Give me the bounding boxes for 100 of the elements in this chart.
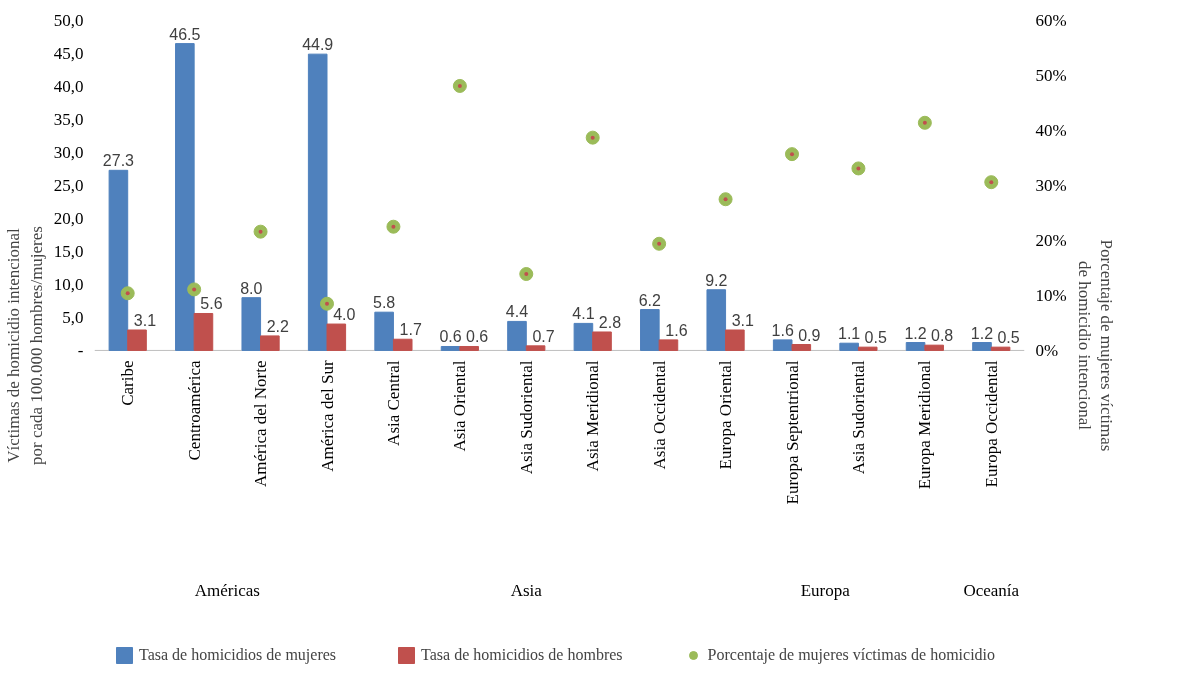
bar xyxy=(791,344,812,351)
x-tick-label: Caribe xyxy=(118,360,138,406)
bar xyxy=(108,169,129,351)
bar xyxy=(525,345,546,351)
data-label: 4.1 xyxy=(572,305,595,323)
y2-tick-label: 30% xyxy=(1035,175,1067,195)
legend-label: Tasa de homicidios de hombres xyxy=(421,646,623,664)
point xyxy=(718,192,733,207)
data-label: 4.4 xyxy=(505,303,529,321)
bar xyxy=(260,335,280,351)
text: Europa xyxy=(800,580,851,600)
bar xyxy=(772,339,793,351)
point xyxy=(253,224,268,239)
x-tick-label: Europa Septentrional xyxy=(782,360,802,505)
bar xyxy=(592,331,612,351)
bar xyxy=(459,345,479,351)
bar xyxy=(725,329,745,351)
bar xyxy=(241,297,262,351)
bar xyxy=(507,320,527,351)
bar xyxy=(326,323,347,351)
point xyxy=(120,286,135,301)
legend-label: Porcentaje de mujeres víctimas de homicidio xyxy=(707,646,996,664)
y-tick-label: 35,0 xyxy=(53,109,84,129)
data-label: 2.8 xyxy=(598,313,622,331)
y2-tick-label: 40% xyxy=(1035,120,1067,140)
x-tick-label: América del Sur xyxy=(317,360,337,472)
data-label: 0.8 xyxy=(931,327,954,345)
point xyxy=(452,78,467,93)
x-tick-label: Centroamérica xyxy=(184,359,204,461)
bar xyxy=(307,53,328,351)
bar xyxy=(193,312,214,351)
text: Asia xyxy=(510,580,543,600)
y-tick-label: - xyxy=(77,340,84,360)
x-tick-label: Europa Oriental xyxy=(716,360,736,470)
y2-tick-label: 20% xyxy=(1035,230,1067,250)
x-tick-label: Asia Occidental xyxy=(649,360,669,470)
y2-axis-title: Porcentaje de mujeres víctimas de homicidio intencional xyxy=(1074,239,1117,452)
y2-tick-label: 10% xyxy=(1035,285,1067,305)
data-label: 3.1 xyxy=(731,311,755,329)
data-label: 44.9 xyxy=(302,36,334,54)
bar xyxy=(706,289,727,351)
data-label: 1.6 xyxy=(665,321,688,339)
y-tick-label: 15,0 xyxy=(53,241,84,261)
bar xyxy=(905,342,926,351)
point xyxy=(984,175,999,190)
y-tick-label: 25,0 xyxy=(53,175,84,195)
y2-tick-label: 0% xyxy=(1035,340,1059,360)
bar xyxy=(573,322,594,351)
x-tick-label: Asia Meridional xyxy=(583,360,603,472)
data-label: 8.0 xyxy=(240,279,263,297)
data-label: 0.9 xyxy=(798,326,821,344)
bar xyxy=(392,338,413,351)
y-tick-label: 5,0 xyxy=(62,307,84,327)
bar xyxy=(924,344,944,351)
data-label: 2.2 xyxy=(266,317,290,335)
x-tick-label: América del Norte xyxy=(251,360,271,487)
y-tick-label: 10,0 xyxy=(53,274,84,294)
data-label: 1.7 xyxy=(399,321,422,339)
y2-tick-label: 60% xyxy=(1035,11,1067,30)
point xyxy=(652,236,667,251)
data-label: 27.3 xyxy=(102,152,135,170)
data-label: 0.6 xyxy=(466,328,489,346)
data-label: 5.6 xyxy=(200,295,223,313)
data-label: 6.2 xyxy=(638,291,662,309)
bar xyxy=(127,329,147,351)
bar xyxy=(640,309,660,351)
point xyxy=(917,115,932,130)
y2-tick-label: 50% xyxy=(1035,65,1067,85)
y-tick-label: 30,0 xyxy=(53,142,84,162)
data-label: 1.1 xyxy=(838,325,861,343)
bar xyxy=(440,345,461,351)
y-tick-label: 45,0 xyxy=(53,43,84,63)
x-tick-label: Europa Occidental xyxy=(981,360,1001,488)
point xyxy=(585,130,600,145)
data-label: 9.2 xyxy=(705,271,728,289)
y-axis-title: Víctimas de homicidio intencional por cada 100.000 hombres/mujeres xyxy=(3,226,46,465)
x-tick-label: Asia Oriental xyxy=(450,360,470,452)
point xyxy=(320,296,334,311)
point xyxy=(519,267,534,281)
data-label: 46.5 xyxy=(169,25,201,43)
x-tick-label: Asia Sudoriental xyxy=(516,360,536,475)
data-label: 3.1 xyxy=(133,311,157,329)
y-tick-label: 40,0 xyxy=(53,76,84,96)
point xyxy=(851,161,866,176)
y-tick-label: 50,0 xyxy=(53,11,84,30)
x-tick-label: Europa Meridional xyxy=(915,360,935,490)
data-label: 1.2 xyxy=(970,324,994,342)
point xyxy=(187,282,202,297)
x-tick-label: Asia Sudoriental xyxy=(848,360,868,475)
bar xyxy=(658,339,679,351)
point xyxy=(386,219,401,234)
y-tick-label: 20,0 xyxy=(53,208,84,228)
data-label: 0.5 xyxy=(864,329,887,347)
bar xyxy=(839,342,859,351)
data-label: 0.6 xyxy=(439,328,462,346)
bar xyxy=(990,346,1011,351)
x-tick-label: Asia Central xyxy=(383,360,403,446)
data-label: 4.0 xyxy=(333,306,356,324)
data-label: 0.5 xyxy=(997,329,1020,347)
text: Américas xyxy=(194,580,260,600)
